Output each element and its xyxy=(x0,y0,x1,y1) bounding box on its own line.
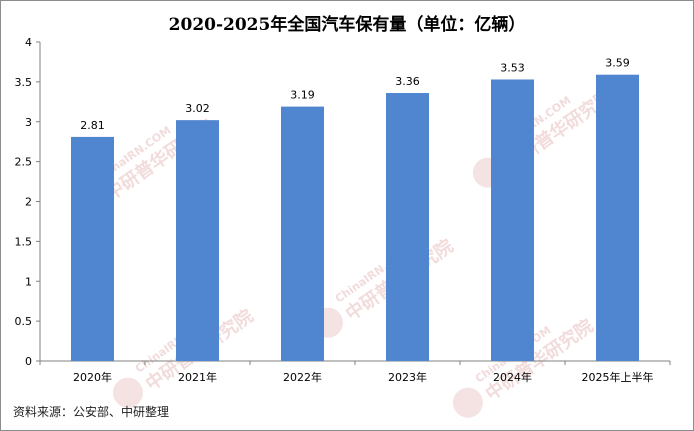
data-label: 3.36 xyxy=(395,75,420,88)
watermark-logo-icon xyxy=(452,387,483,418)
y-tick-label: 1.5 xyxy=(15,235,33,248)
y-tick-label: 0.5 xyxy=(15,315,33,328)
y-tick-label: 0 xyxy=(25,355,32,368)
data-label: 3.59 xyxy=(605,57,630,70)
x-tick-label: 2023年 xyxy=(388,370,427,384)
data-label: 2.81 xyxy=(80,119,105,132)
y-tick-label: 3 xyxy=(25,116,32,129)
y-tick-label: 4 xyxy=(25,36,32,49)
bar xyxy=(281,106,324,361)
data-label: 3.19 xyxy=(290,89,315,102)
x-tick-label: 2021年 xyxy=(178,370,217,384)
bar xyxy=(71,136,114,361)
axes: 0 0.5 1 1.5 2 2.5 3 3.5 4 2020年 2021年 2022年 2023年 202… xyxy=(15,36,671,384)
x-tick-label: 2020年 xyxy=(73,370,112,384)
bar xyxy=(491,79,534,362)
bar xyxy=(386,93,429,361)
y-tick-label: 1 xyxy=(25,275,32,288)
bar xyxy=(176,120,219,361)
y-tick-label: 2.5 xyxy=(15,156,33,169)
x-tick-label: 2024年 xyxy=(493,370,532,384)
x-tick-label: 2022年 xyxy=(283,370,322,384)
chart-title: 2020-2025年全国汽车保有量（单位：亿辆） xyxy=(168,15,526,35)
watermark-logo-icon xyxy=(112,377,143,408)
data-label: 3.02 xyxy=(185,102,210,115)
y-tick-label: 3.5 xyxy=(15,76,33,89)
data-label: 3.53 xyxy=(500,61,525,74)
data-labels: 2.81 3.02 3.19 3.36 3.53 3.59 xyxy=(80,57,630,132)
bar xyxy=(596,74,639,361)
bars xyxy=(71,74,639,362)
source-note: 资料来源：公安部、中研整理 xyxy=(13,405,170,419)
x-tick-label: 2025年上半年 xyxy=(582,370,654,384)
y-tick-label: 2 xyxy=(25,196,32,209)
watermark-layer: ChinaIRN.COM中研普华研究院ChinaIRN.COM中研普华研究院Ch… xyxy=(72,85,617,418)
